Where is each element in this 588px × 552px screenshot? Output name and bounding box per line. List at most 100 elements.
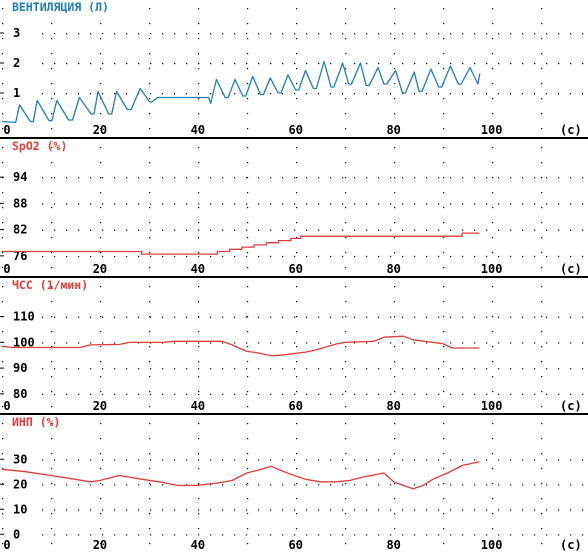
- grid-dot: [296, 286, 298, 288]
- grid-dot: [198, 513, 200, 515]
- grid-dot: [222, 484, 224, 486]
- grid-dot: [54, 368, 56, 370]
- grid-dot: [270, 203, 272, 205]
- grid-dot: [90, 33, 92, 35]
- grid-dot: [162, 177, 164, 179]
- grid-dot: [174, 33, 176, 35]
- grid-dot: [100, 528, 102, 530]
- grid-dot: [366, 93, 368, 95]
- grid-dot: [492, 267, 494, 269]
- grid-dot: [149, 376, 151, 378]
- grid-dot: [510, 393, 512, 396]
- grid-dot: [378, 229, 380, 231]
- grid-dot: [330, 33, 332, 35]
- grid-dot: [541, 361, 543, 363]
- grid-dot: [100, 252, 102, 254]
- grid-dot: [51, 528, 53, 530]
- grid-dot: [234, 368, 236, 370]
- grid-dot: [510, 63, 512, 65]
- grid-dot: [570, 342, 572, 344]
- grid-dot: [366, 534, 368, 536]
- grid-dot: [247, 423, 249, 425]
- grid-dot: [90, 342, 92, 344]
- grid-dot: [330, 93, 332, 95]
- grid-dot: [247, 147, 249, 149]
- grid-dot: [149, 128, 151, 130]
- grid-dot: [443, 361, 445, 363]
- x-axis-unit-label: (с): [560, 123, 582, 137]
- grid-dot: [345, 53, 347, 55]
- grid-dot: [366, 63, 368, 65]
- grid-dot: [462, 255, 464, 258]
- grid-dot: [258, 33, 260, 35]
- grid-dot: [246, 342, 248, 344]
- grid-dot: [198, 38, 200, 40]
- grid-dot: [402, 342, 404, 344]
- grid-dot: [222, 229, 224, 231]
- grid-dot: [378, 342, 380, 344]
- grid-dot: [198, 498, 200, 500]
- grid-dot: [345, 346, 347, 348]
- grid-dot: [582, 33, 584, 35]
- grid-dot: [522, 342, 524, 344]
- grid-dot: [2, 53, 4, 55]
- grid-dot: [54, 484, 56, 486]
- grid-dot: [522, 203, 524, 205]
- grid-dot: [443, 453, 445, 455]
- grid-dot: [443, 222, 445, 224]
- grid-dot: [462, 342, 464, 344]
- grid-dot: [2, 98, 4, 100]
- grid-dot: [100, 361, 102, 363]
- grid-dot: [443, 147, 445, 149]
- grid-dot: [474, 484, 476, 486]
- grid-dot: [342, 368, 344, 370]
- grid-dot: [318, 368, 320, 370]
- grid-dot: [138, 63, 140, 65]
- grid-dot: [149, 53, 151, 55]
- x-tick-label: 40: [191, 399, 205, 413]
- grid-dot: [498, 316, 500, 318]
- grid-dot: [443, 177, 445, 179]
- grid-dot: [42, 534, 44, 536]
- grid-dot: [318, 316, 320, 318]
- grid-dot: [138, 393, 140, 396]
- grid-dot: [198, 368, 200, 370]
- grid-dot: [394, 98, 396, 100]
- grid-dot: [306, 534, 308, 536]
- grid-dot: [174, 459, 176, 461]
- grid-dot: [282, 63, 284, 65]
- grid-dot: [247, 207, 249, 209]
- grid-dot: [486, 255, 488, 258]
- grid-dot: [534, 459, 536, 461]
- grid-dot: [126, 33, 128, 35]
- grid-dot: [426, 177, 428, 179]
- grid-dot: [186, 63, 188, 65]
- grid-dot: [138, 203, 140, 205]
- grid-dot: [438, 484, 440, 486]
- grid-dot: [234, 484, 236, 486]
- grid-dot: [414, 484, 416, 486]
- grid-dot: [486, 342, 488, 344]
- grid-dot: [394, 331, 396, 333]
- grid-dot: [210, 63, 212, 65]
- grid-dot: [345, 498, 347, 500]
- grid-dot: [2, 301, 4, 303]
- grid-dot: [492, 361, 494, 363]
- grid-dot: [100, 376, 102, 378]
- grid-dot: [378, 255, 380, 258]
- grid-dot: [42, 255, 44, 258]
- grid-dot: [394, 147, 396, 149]
- grid-dot: [492, 113, 494, 115]
- grid-dot: [541, 128, 543, 130]
- grid-dot: [2, 162, 4, 164]
- grid-dot: [570, 33, 572, 35]
- grid-dot: [582, 316, 584, 318]
- grid-dot: [438, 33, 440, 35]
- grid-dot: [186, 393, 188, 396]
- grid-dot: [186, 459, 188, 461]
- grid-dot: [474, 509, 476, 511]
- grid-dot: [78, 177, 80, 179]
- grid-dot: [234, 393, 236, 396]
- grid-dot: [345, 267, 347, 269]
- grid-dot: [582, 509, 584, 511]
